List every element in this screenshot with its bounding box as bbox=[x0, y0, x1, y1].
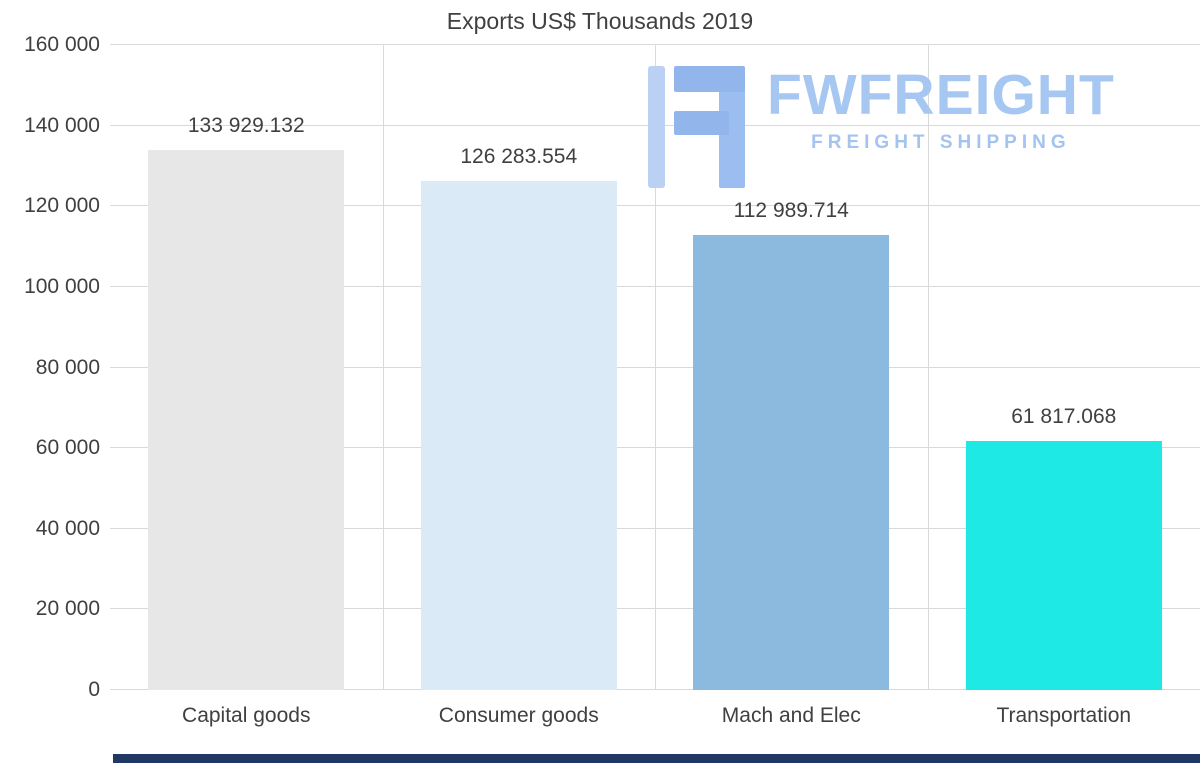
y-tick-label: 20 000 bbox=[35, 597, 100, 621]
bar-column: 126 283.554 bbox=[383, 45, 656, 690]
bar-column: 133 929.132 bbox=[110, 45, 383, 690]
bar-value-label: 61 817.068 bbox=[1011, 404, 1117, 428]
v-gridline bbox=[382, 45, 384, 690]
y-tick-label: 160 000 bbox=[24, 33, 100, 56]
v-gridline bbox=[655, 45, 656, 690]
bar-consumer-goods bbox=[420, 180, 617, 690]
brand-name: FWFREIGHT bbox=[767, 63, 1115, 127]
v-gridline bbox=[927, 45, 929, 690]
y-tick-label: 40 000 bbox=[35, 516, 100, 540]
brand-tagline: FREIGHT SHIPPING bbox=[811, 131, 1071, 153]
x-category-label: Transportation bbox=[996, 704, 1132, 727]
x-category-label: Consumer goods bbox=[438, 704, 599, 727]
bar-value-label: 112 989.714 bbox=[733, 198, 849, 222]
bar-mach-and-elec bbox=[693, 234, 890, 690]
bar-value-label: 126 283.554 bbox=[460, 144, 578, 168]
y-tick-label: 120 000 bbox=[24, 194, 100, 218]
bar-column: 112 989.714 bbox=[655, 45, 928, 690]
y-tick-label: 60 000 bbox=[35, 436, 100, 460]
y-tick-label: 140 000 bbox=[24, 113, 100, 137]
x-category-label: Capital goods bbox=[182, 704, 311, 727]
y-tick-label: 0 bbox=[88, 678, 100, 701]
y-tick-label: 100 000 bbox=[24, 274, 100, 298]
chart-title: Exports US$ Thousands 2019 bbox=[446, 8, 754, 34]
h-gridline bbox=[110, 44, 1200, 45]
y-tick-label: 80 000 bbox=[35, 355, 100, 379]
bar-transportation bbox=[965, 440, 1162, 690]
bar-series: 133 929.132 126 283.554 112 989.714 61 817.… bbox=[110, 45, 1200, 690]
x-category-label: Mach and Elec bbox=[721, 704, 861, 727]
bar-capital-goods bbox=[148, 150, 345, 690]
bar-column: 61 817.068 bbox=[928, 45, 1200, 690]
brand-watermark: FWFREIGHT FREIGHT SHIPPING bbox=[648, 63, 1115, 193]
brand-text-block: FWFREIGHT FREIGHT SHIPPING bbox=[767, 63, 1115, 154]
freight-logo-icon bbox=[648, 66, 745, 193]
y-axis: 0 20 000 40 000 60 000 80 000 100 000 120 000 1… bbox=[0, 33, 100, 701]
bar-value-label: 133 929.132 bbox=[187, 114, 305, 138]
x-axis-labels: Capital goods Consumer goods Mach and Elec… bbox=[110, 704, 1200, 728]
footer-accent-bar bbox=[113, 754, 1200, 763]
plot-area: 133 929.132 126 283.554 112 989.714 61 817.… bbox=[110, 44, 1200, 690]
